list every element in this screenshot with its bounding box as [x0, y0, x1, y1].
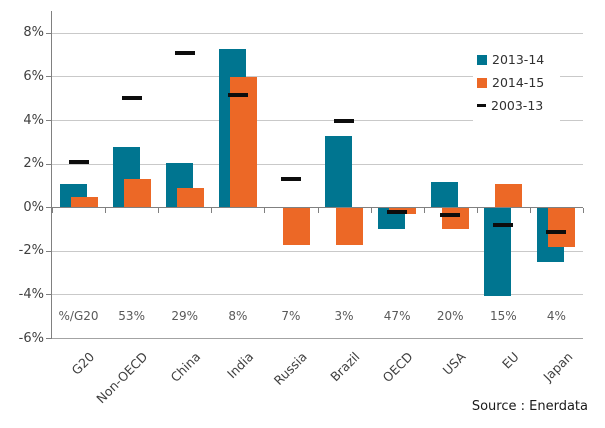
- share-of-g20-label: 4%: [546, 309, 566, 323]
- share-of-g20-label: 8%: [228, 309, 248, 323]
- gridline-2%: [52, 163, 583, 165]
- dash-marker-non-oecd: [121, 95, 142, 100]
- y-axis-label: 6%: [23, 68, 44, 84]
- y-axis-tick: [46, 120, 52, 121]
- share-of-g20-label: 20%: [436, 309, 464, 323]
- y-axis-tick: [46, 294, 52, 296]
- dash-marker-china: [174, 50, 195, 55]
- legend-label-2014-15: 2014-15: [492, 75, 545, 90]
- y-axis-label: 2%: [23, 156, 44, 172]
- x-axis-tick: [211, 207, 213, 213]
- x-axis-tick: [529, 207, 531, 213]
- x-axis-tick: [264, 207, 266, 213]
- bar-2014-15-g20: [70, 196, 98, 208]
- bar-2014-15-india: [229, 76, 257, 208]
- y-axis-line: [51, 11, 52, 339]
- bar-2013-14-eu: [484, 207, 512, 296]
- category-label-china: China: [167, 349, 204, 385]
- dash-marker-usa: [440, 213, 461, 218]
- category-label-japan: Japan: [539, 349, 576, 385]
- bar-2013-14-brazil: [325, 135, 353, 208]
- y-axis-tick: [46, 338, 52, 339]
- category-label-oecd: OECD: [379, 349, 416, 386]
- y-axis-label: 4%: [23, 112, 44, 128]
- y-axis-label: -2%: [18, 243, 44, 259]
- gridline--6%: [52, 338, 583, 339]
- legend-label-2013-14: 2013-14: [492, 52, 545, 67]
- category-label-india: India: [224, 349, 257, 382]
- y-axis-label: -6%: [18, 330, 44, 346]
- bar-2014-15-russia: [282, 207, 310, 245]
- bar-2014-15-non-oecd: [123, 179, 151, 208]
- gridline--2%: [52, 250, 583, 252]
- x-axis-tick: [105, 207, 107, 213]
- legend-item-2013-14: 2013-14: [477, 48, 544, 71]
- category-label-usa: USA: [439, 349, 469, 378]
- dash-marker-oecd: [387, 210, 408, 215]
- bar-2013-14-usa: [431, 181, 459, 208]
- y-axis-tick: [46, 207, 52, 209]
- legend-swatch-square-2013-14: [477, 54, 487, 65]
- share-of-g20-label: 3%: [334, 309, 354, 323]
- bar-2014-15-usa: [442, 207, 470, 230]
- source-text: Source : Enerdata: [471, 399, 588, 414]
- y-axis-label: 0%: [23, 199, 44, 215]
- category-label-non-oecd: Non-OECD: [93, 349, 151, 407]
- dash-marker-brazil: [334, 118, 355, 123]
- share-of-g20-label: 29%: [171, 309, 199, 323]
- bar-2014-15-brazil: [336, 207, 364, 245]
- legend: 2013-14 2014-15 2003-13: [473, 45, 561, 121]
- x-axis-tick: [583, 207, 584, 213]
- share-of-g20-label: 53%: [118, 309, 145, 323]
- bar-2014-15-eu: [495, 183, 523, 208]
- gridline-4%: [52, 120, 583, 121]
- dash-marker-eu: [493, 223, 514, 228]
- share-of-g20-label: 15%: [490, 309, 517, 323]
- category-label-brazil: Brazil: [327, 349, 363, 385]
- share-of-g20-label: 7%: [281, 309, 301, 323]
- dash-marker-g20: [68, 159, 89, 164]
- y-axis-tick: [46, 250, 52, 252]
- x-axis-tick: [52, 207, 53, 213]
- x-axis-tick: [423, 207, 425, 213]
- category-label-eu: EU: [499, 349, 522, 372]
- y-axis-tick: [46, 76, 52, 78]
- legend-item-2014-15: 2014-15: [477, 71, 544, 94]
- y-axis-tick: [46, 32, 52, 34]
- gridline--4%: [52, 294, 583, 296]
- bar-2014-15-china: [176, 188, 204, 208]
- y-axis-label: 8%: [23, 25, 44, 41]
- legend-swatch-square-2014-15: [477, 77, 487, 88]
- gridline-8%: [52, 32, 583, 34]
- x-axis-tick: [476, 207, 478, 213]
- x-axis-tick: [158, 207, 160, 213]
- bar-2014-15-japan: [548, 207, 576, 247]
- gridline-6%: [52, 76, 583, 78]
- dash-marker-india: [227, 93, 248, 98]
- dash-marker-japan: [546, 229, 567, 234]
- legend-swatch-dash-2003-13: [477, 104, 486, 107]
- category-label-g20: G20: [68, 349, 98, 378]
- x-axis-tick: [370, 207, 372, 213]
- share-of-g20-label: %/G20: [58, 309, 99, 323]
- y-axis-label: -4%: [18, 286, 44, 302]
- legend-label-2003-13: 2003-13: [491, 98, 544, 113]
- x-axis-tick: [317, 207, 319, 213]
- share-of-g20-label: 47%: [383, 309, 411, 323]
- category-label-russia: Russia: [270, 349, 310, 389]
- legend-item-2003-13: 2003-13: [477, 94, 544, 117]
- dash-marker-russia: [280, 177, 301, 182]
- y-axis-tick: [46, 163, 52, 165]
